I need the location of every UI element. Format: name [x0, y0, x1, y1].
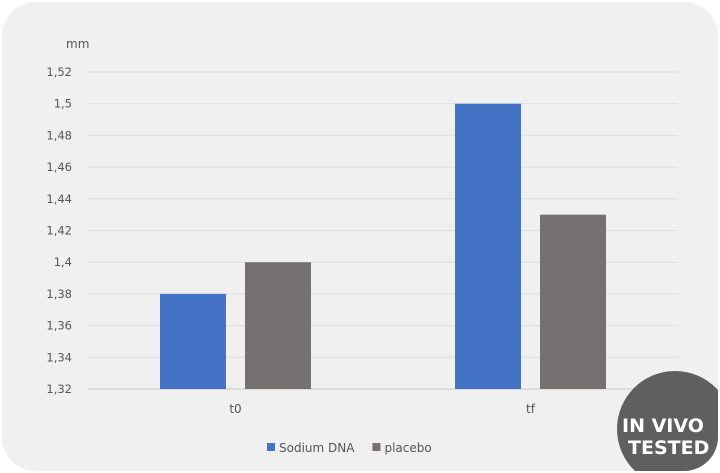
y-axis-ticks: 1,32 1,34 1,36 1,38 1,4 1,42 1,44 1,46 1,48 1,5 1,…: [46, 65, 72, 396]
x-category-label: tf: [526, 402, 536, 416]
x-category-label: t0: [229, 402, 241, 416]
bars: [160, 103, 606, 389]
legend-label: Sodium DNA: [279, 441, 355, 455]
y-tick-label: 1,46: [46, 160, 72, 174]
y-tick-label: 1,44: [46, 192, 72, 206]
y-tick-label: 1,4: [54, 255, 72, 269]
y-tick-label: 1,34: [46, 350, 72, 364]
bar: [160, 293, 226, 389]
y-tick-label: 1,36: [46, 319, 72, 333]
badge-line-2: TESTED: [628, 437, 709, 459]
legend-swatch: [267, 443, 275, 451]
badge-line-1: IN VIVO: [622, 415, 704, 437]
y-tick-label: 1,42: [46, 224, 72, 238]
legend-label: placebo: [384, 441, 431, 455]
y-tick-label: 1,32: [46, 382, 72, 396]
legend: Sodium DNA placebo: [267, 441, 432, 455]
badge-circle: [617, 371, 718, 471]
y-tick-label: 1,38: [46, 287, 72, 301]
y-axis-unit-label: mm: [66, 37, 89, 51]
x-axis-categories: t0 tf: [229, 402, 535, 416]
bar: [245, 262, 311, 389]
bar: [455, 103, 521, 389]
in-vivo-tested-badge: IN VIVO TESTED: [617, 371, 718, 471]
y-tick-label: 1,5: [54, 97, 72, 111]
bar: [540, 214, 606, 389]
y-tick-label: 1,48: [46, 128, 72, 142]
legend-swatch: [372, 443, 381, 451]
y-tick-label: 1,52: [46, 65, 72, 79]
